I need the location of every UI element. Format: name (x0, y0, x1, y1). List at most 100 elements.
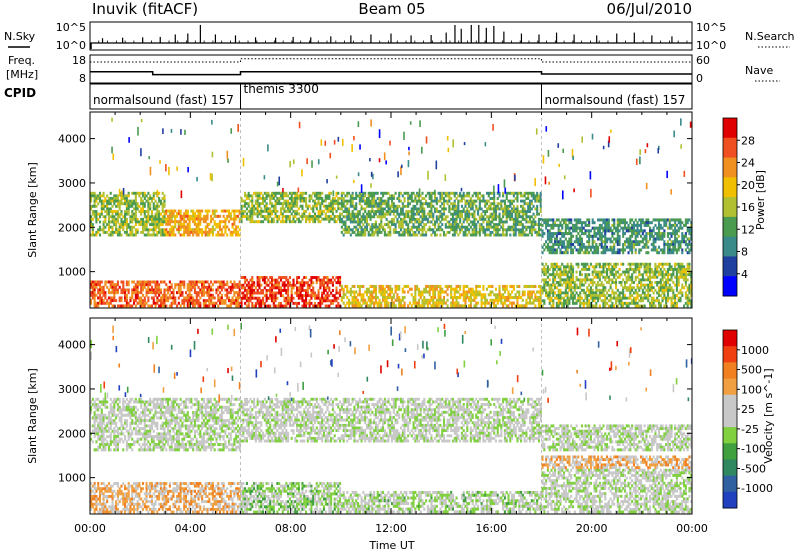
heatmap-cell (253, 204, 256, 208)
heatmap-cell (109, 202, 112, 206)
heatmap-cell (382, 194, 385, 198)
heatmap-cell (240, 209, 243, 213)
heatmap-cell (136, 280, 139, 284)
heatmap-cell (326, 215, 329, 218)
heatmap-cell (251, 281, 254, 285)
heatmap-cell (652, 301, 655, 305)
heatmap-cell (208, 222, 211, 226)
heatmap-cell (238, 209, 241, 213)
heatmap-cell (661, 286, 664, 290)
heatmap-cell (154, 304, 157, 308)
heatmap-cell (106, 280, 109, 284)
heatmap-cell (172, 214, 175, 218)
heatmap-cell (374, 296, 377, 300)
heatmap-cell (498, 223, 501, 227)
heatmap-cell (188, 293, 191, 297)
heatmap-cell (650, 283, 653, 287)
heatmap-cell (668, 296, 671, 300)
heatmap-cell (536, 212, 539, 216)
heatmap-cell (471, 202, 474, 206)
heatmap-cell (152, 301, 155, 305)
heatmap-cell (416, 301, 419, 305)
heatmap-cell (213, 222, 216, 226)
heatmap-cell (270, 276, 274, 279)
heatmap-cell (134, 223, 137, 227)
heatmap-cell (383, 215, 386, 219)
heatmap-cell (537, 217, 541, 221)
heatmap-cell (179, 304, 182, 308)
heatmap-cell (156, 212, 159, 216)
heatmap-cell (602, 288, 605, 292)
heatmap-cell (417, 199, 420, 203)
heatmap-cell (378, 298, 381, 302)
heatmap-cell (647, 299, 650, 303)
heatmap-cell (482, 284, 485, 289)
nsky-tick-bottom: 10^0 (56, 39, 86, 52)
heatmap-cell (588, 299, 591, 303)
heatmap-cell (652, 273, 655, 277)
heatmap-cell (115, 217, 118, 221)
heatmap-cell (118, 228, 121, 232)
heatmap-cell (426, 290, 429, 294)
heatmap-cell (432, 204, 435, 208)
heatmap-cell (494, 217, 498, 221)
heatmap-cell (396, 207, 399, 211)
heatmap-cell (244, 199, 247, 203)
heatmap-cell (199, 230, 202, 234)
heatmap-cell (315, 294, 318, 298)
heatmap-cell (614, 265, 618, 269)
heatmap-cell (115, 210, 118, 213)
heatmap-cell (308, 196, 311, 200)
heatmap-cell (324, 194, 327, 198)
heatmap-cell (288, 299, 291, 303)
heatmap-cell (104, 291, 107, 295)
heatmap-cell (188, 228, 191, 232)
heatmap-cell (376, 215, 379, 219)
heatmap-cell (256, 215, 259, 218)
heatmap-cell (290, 299, 293, 303)
heatmap-cell (179, 214, 182, 218)
heatmap-cell (618, 301, 621, 305)
heatmap-cell (328, 209, 331, 213)
heatmap-cell (342, 202, 345, 206)
heatmap-cell (645, 262, 648, 266)
heatmap-cell (358, 202, 361, 206)
heatmap-cell (554, 265, 557, 269)
heatmap-cell (532, 197, 535, 200)
heatmap-cell (503, 228, 506, 232)
heatmap-cell (555, 262, 558, 266)
heatmap-cell (500, 217, 503, 221)
heatmap-cell (206, 222, 209, 226)
heatmap-cell (125, 293, 128, 297)
heatmap-cell (614, 262, 618, 266)
heatmap-cell (172, 288, 175, 292)
heatmap-cell (401, 225, 404, 229)
heatmap-cell (489, 212, 492, 216)
heatmap-cell (387, 233, 390, 237)
heatmap-cell (301, 286, 304, 290)
heatmap-cell (487, 220, 490, 224)
heatmap-cell (145, 223, 148, 227)
heatmap-cell (306, 281, 309, 285)
heatmap-cell (505, 215, 508, 219)
heatmap-cell (657, 304, 661, 308)
freq-tick-top: 18 (72, 54, 86, 67)
nave-label: Nave (745, 64, 773, 77)
heatmap-cell (188, 301, 191, 305)
heatmap-cell (654, 288, 657, 292)
heatmap-cell (541, 270, 544, 274)
heatmap-cell (154, 215, 157, 219)
heatmap-cell (140, 296, 143, 300)
heatmap-cell (471, 215, 474, 219)
heatmap-cell (561, 283, 564, 287)
heatmap-cell (348, 217, 351, 221)
heatmap-cell (331, 289, 334, 292)
heatmap-cell (462, 194, 465, 198)
heatmap-cell (428, 210, 431, 213)
heatmap-cell (602, 283, 605, 287)
heatmap-cell (365, 301, 369, 305)
heatmap-cell (328, 286, 331, 290)
heatmap-cell (670, 267, 673, 271)
heatmap-cell (555, 296, 558, 300)
heatmap-cell (414, 287, 417, 291)
